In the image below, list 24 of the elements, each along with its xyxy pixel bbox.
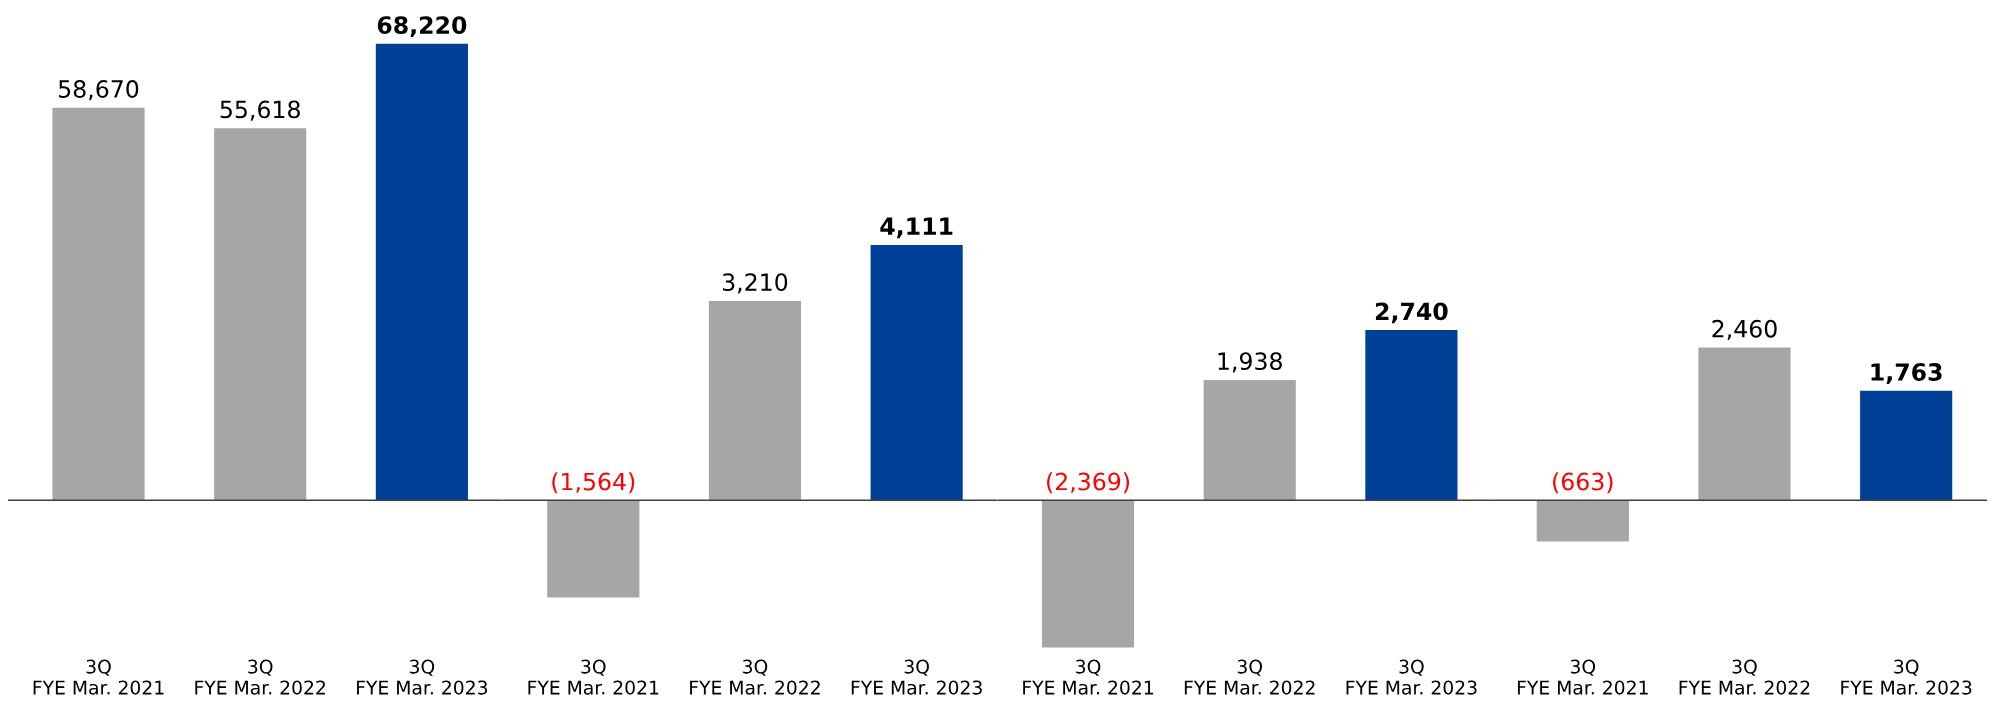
x-tick-label: 3Q FYE Mar. 2022 <box>1184 659 1315 695</box>
x-tick-label: 3Q FYE Mar. 2023 <box>1841 659 1972 695</box>
data-label: (2,369) <box>1047 472 1130 494</box>
x-tick-label: 3Q FYE Mar. 2023 <box>357 659 488 695</box>
data-label: 1,763 <box>1871 363 1942 384</box>
data-label: 68,220 <box>377 16 467 38</box>
x-tick-label: 3Q FYE Mar. 2023 <box>1346 659 1477 695</box>
data-label: (1,564) <box>552 472 635 494</box>
data-label: 55,618 <box>220 100 300 121</box>
x-tick-label: 3Q FYE Mar. 2022 <box>195 659 325 695</box>
data-label: 4,111 <box>880 217 953 239</box>
x-tick-label: 3Q FYE Mar. 2022 <box>1679 659 1810 695</box>
data-label: (663) <box>1553 472 1613 494</box>
data-label: 2,460 <box>1712 319 1777 341</box>
data-label: 1,938 <box>1218 352 1282 373</box>
x-tick-label: 3Q FYE Mar. 2023 <box>851 659 982 695</box>
data-label: 3,210 <box>722 273 788 294</box>
data-label: 2,740 <box>1375 302 1448 324</box>
data-label: 58,670 <box>59 80 139 101</box>
x-tick-label: 3Q FYE Mar. 2021 <box>1517 659 1648 695</box>
x-tick-label: 3Q FYE Mar. 2021 <box>1023 659 1153 695</box>
x-tick-label: 3Q FYE Mar. 2022 <box>690 659 820 695</box>
x-tick-label: 3Q FYE Mar. 2021 <box>528 659 659 695</box>
x-tick-label: 3Q FYE Mar. 2021 <box>33 659 164 695</box>
